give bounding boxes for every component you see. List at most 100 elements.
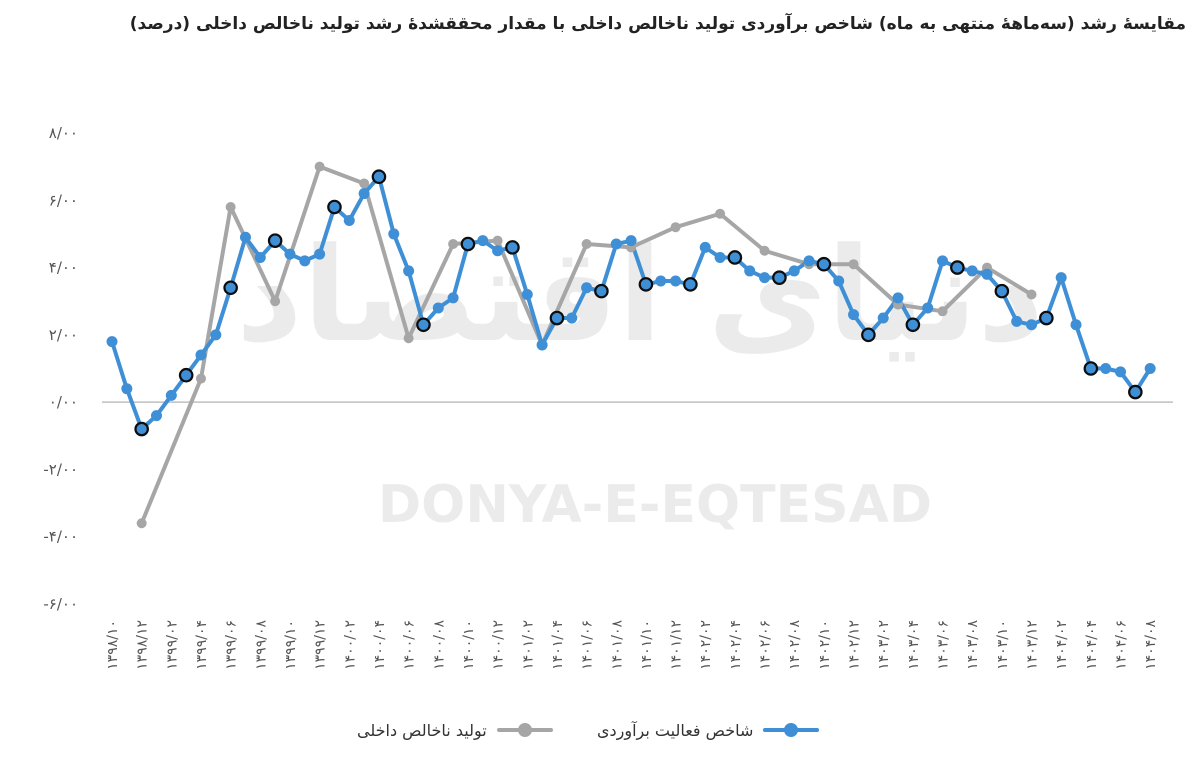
y-tick-label: ۸/۰۰	[49, 124, 78, 142]
estimate-point-highlighted	[460, 236, 476, 252]
actual-point	[403, 333, 414, 344]
actual-point	[848, 259, 859, 270]
estimate-point	[877, 312, 889, 324]
estimate-point-highlighted	[1083, 361, 1099, 376]
estimate-point	[714, 251, 726, 263]
actual-point	[359, 178, 370, 189]
actual-point	[937, 306, 948, 317]
x-tick-label: ۱۴۰۱/۰۴	[550, 620, 566, 670]
estimate-point-highlighted	[1039, 310, 1054, 326]
legend-swatch-estimate	[763, 718, 820, 742]
estimate-point	[388, 228, 400, 240]
x-tick-label: ۱۴۰۲/۰۲	[698, 620, 714, 670]
x-tick-label: ۱۴۰۳/۰۴	[906, 620, 922, 670]
estimate-point-highlighted	[861, 327, 876, 343]
estimate-point	[981, 268, 993, 280]
estimate-point-highlighted	[816, 256, 832, 272]
x-tick-label: ۱۴۰۲/۱۰	[817, 620, 833, 670]
chart-title: مقایسهٔ رشد (سه‌ماههٔ منتهی به ماه) شاخص…	[129, 14, 1186, 34]
estimate-point	[299, 255, 311, 267]
actual-point	[759, 245, 770, 256]
y-tick-label: -۶/۰۰	[43, 595, 78, 613]
estimate-point-highlighted	[134, 421, 149, 437]
y-tick-label: -۴/۰۰	[43, 528, 78, 546]
x-tick-label: ۱۴۰۳/۰۲	[876, 620, 892, 670]
legend-label-actual: تولید ناخالص داخلی	[357, 720, 487, 740]
actual-point	[715, 208, 726, 219]
estimate-point	[239, 231, 251, 243]
x-tick-label: ۱۴۰۴/۰۲	[1054, 620, 1070, 670]
estimate-point-highlighted	[549, 310, 565, 326]
actual-point	[225, 202, 236, 213]
estimate-point	[610, 238, 622, 250]
x-tick-label: ۱۴۰۱/۱۲	[669, 620, 685, 670]
estimate-point	[1055, 272, 1067, 284]
estimate-point	[1026, 319, 1038, 331]
x-tick-label: ۱۴۰۲/۱۲	[847, 620, 863, 670]
x-tick-label: ۱۴۰۱/۰۸	[609, 620, 625, 670]
estimate-point	[314, 248, 326, 260]
actual-point	[314, 161, 325, 172]
x-tick-label: ۱۳۹۹/۰۴	[194, 620, 210, 670]
x-tick-label: ۱۴۰۳/۱۰	[995, 620, 1011, 670]
x-tick-label: ۱۳۹۸/۱۰	[105, 620, 121, 670]
estimate-point	[655, 275, 667, 287]
x-tick-label: ۱۴۰۱/۰۶	[580, 620, 596, 670]
legend-label-estimate: شاخص فعالیت برآوردی	[597, 720, 754, 740]
estimate-point	[121, 383, 133, 395]
legend-swatch-actual-dot	[517, 723, 532, 737]
estimate-point-highlighted	[178, 367, 194, 383]
estimate-point	[254, 251, 266, 263]
x-tick-label: ۱۳۹۸/۱۲	[135, 620, 151, 670]
legend-item-estimate: شاخص فعالیت برآوردی	[597, 718, 820, 742]
estimate-point	[566, 312, 578, 324]
y-tick-label: ۲/۰۰	[49, 326, 78, 344]
x-tick-label: ۱۴۰۱/۱۰	[639, 620, 655, 670]
estimate-point	[937, 255, 949, 267]
legend-item-actual: تولید ناخالص داخلی	[357, 718, 553, 742]
actual-point	[492, 235, 503, 246]
actual-point	[195, 373, 206, 384]
x-tick-label: ۱۴۰۰/۱۰	[461, 620, 477, 670]
estimate-point	[195, 349, 207, 361]
estimate-point	[165, 389, 177, 401]
x-tick-label: ۱۴۰۴/۰۴	[1084, 620, 1100, 670]
estimate-point	[447, 292, 459, 304]
estimate-point	[1100, 363, 1112, 374]
x-tick-label: ۱۴۰۲/۰۶	[758, 620, 774, 670]
y-tick-label: ۰/۰۰	[49, 393, 78, 411]
estimate-point-highlighted	[371, 169, 387, 185]
x-tick-label: ۱۴۰۰/۰۲	[342, 620, 358, 670]
y-tick-label: ۴/۰۰	[49, 259, 78, 277]
estimate-point	[477, 235, 489, 247]
estimate-point	[106, 336, 118, 348]
estimate-point-highlighted	[772, 270, 787, 285]
estimate-point	[1011, 315, 1023, 327]
estimate-point	[625, 235, 637, 247]
estimate-point	[343, 214, 355, 226]
x-tick-label: ۱۳۹۹/۱۰	[283, 620, 299, 670]
estimate-point	[803, 255, 815, 267]
x-tick-label: ۱۴۰۰/۰۴	[372, 620, 388, 670]
x-tick-label: ۱۳۹۹/۰۲	[164, 620, 180, 670]
estimate-point	[699, 241, 711, 253]
estimate-point	[744, 265, 756, 277]
estimate-point	[1144, 363, 1156, 374]
estimate-point-highlighted	[638, 277, 654, 292]
estimate-point	[581, 282, 593, 294]
estimate-point-highlighted	[267, 233, 283, 248]
estimate-point	[788, 265, 800, 277]
estimate-point	[759, 272, 771, 284]
x-tick-label: ۱۳۹۹/۰۶	[224, 620, 240, 670]
estimate-point-highlighted	[994, 283, 1010, 299]
estimate-point-highlighted	[1128, 384, 1143, 400]
estimate-point	[966, 265, 978, 277]
actual-point	[270, 296, 281, 307]
x-tick-label: ۱۴۰۲/۰۴	[728, 620, 744, 670]
x-tick-label: ۱۴۰۰/۱۲	[491, 620, 507, 670]
estimate-point	[358, 188, 370, 200]
estimate-point	[403, 265, 415, 277]
x-tick-label: ۱۴۰۳/۱۲	[1025, 620, 1041, 670]
estimate-point	[1115, 366, 1127, 378]
